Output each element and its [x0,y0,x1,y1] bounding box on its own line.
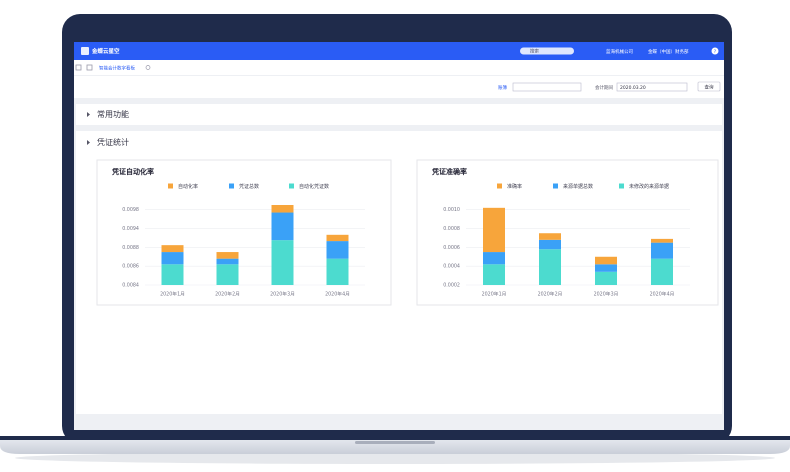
notch [355,441,435,444]
legend-label: 准确率 [507,183,522,190]
legend-label: 凭证总数 [239,183,259,190]
bar-segment [483,252,505,265]
top-bar [74,42,724,60]
tab-bar [74,60,724,75]
period-input[interactable] [616,82,688,92]
bar-segment [483,264,505,285]
period-label: 会计期间 [595,84,613,91]
x-tick-label: 2020年4月 [325,291,350,298]
legend-swatch [553,183,558,189]
bar-segment [271,240,294,285]
x-tick-label: 2020年4月 [650,291,675,298]
legend-label: 未修改的来源单据 [629,183,669,190]
bar-segment [595,256,617,265]
period-value: 2020.03.20 [620,85,646,91]
bar-segment [651,258,673,285]
query-label: 查询 [705,83,714,90]
legend-swatch [289,183,294,189]
grid-icon[interactable] [86,64,93,71]
help-icon[interactable] [711,47,719,55]
bar-segment [161,264,184,285]
search-box[interactable] [520,47,574,55]
bar-segment [539,239,561,250]
y-tick-label: 0.0004 [443,264,460,270]
bar-segment [161,245,184,253]
bar-segment [216,258,239,265]
base-edge [0,436,790,440]
y-tick-label: 0.0084 [122,283,139,289]
bar-segment [595,271,617,285]
tab-close[interactable] [145,65,151,70]
x-tick-label: 2020年1月 [482,291,507,298]
home-icon[interactable] [75,64,82,71]
legend-label: 自动化凭证数 [299,183,329,190]
bar-segment [326,234,349,242]
x-tick-label: 2020年3月 [270,291,295,298]
y-tick-label: 0.0094 [122,226,139,232]
y-tick-label: 0.0088 [122,245,139,251]
legend-swatch [497,183,502,189]
legend-swatch [168,183,173,189]
logo: 金蝶云星空 [91,47,120,55]
legend-label: 来源单据总数 [563,183,593,190]
bar-segment [161,252,184,265]
laptop-base [0,437,790,454]
legend-label: 自动化率 [178,183,198,190]
bar-segment [326,241,349,259]
bar-segment [483,207,505,253]
help: ? [714,49,717,55]
y-tick-label: 0.0008 [443,226,460,232]
bar-segment [539,233,561,240]
query-button[interactable] [697,81,721,92]
search-placeholder: 搜索 [530,48,539,55]
logo-icon [81,47,89,55]
ledger-label: 账簿 [498,84,507,91]
bar-segment [216,252,239,259]
company[interactable]: 蓝海机械公司 [606,48,633,55]
section-panel [76,104,722,125]
bar-segment [651,242,673,259]
legend-swatch [229,183,234,189]
bar-segment [216,264,239,285]
bar-segment [326,258,349,285]
caret [87,140,90,145]
legend-swatch [619,183,624,189]
tab[interactable]: 智能会计数字看板 [99,64,135,71]
x-tick-label: 2020年2月 [215,291,240,298]
caret [87,112,90,117]
x-tick-label: 2020年3月 [594,291,619,298]
bar-segment [271,205,294,213]
ledger-input[interactable] [512,82,582,92]
bar-segment [651,238,673,243]
y-tick-label: 0.0086 [122,264,139,270]
x-tick-label: 2020年2月 [538,291,563,298]
shadow [15,452,775,464]
filter-bar [74,76,724,98]
chart-title: 凭证准确率 [431,167,467,176]
bar-segment [595,264,617,272]
section-title[interactable]: 凭证统计 [97,137,129,147]
y-tick-label: 0.0010 [443,207,460,213]
bar-segment [539,249,561,285]
y-tick-label: 0.0006 [443,245,460,251]
y-tick-label: 0.0098 [122,207,139,213]
org[interactable]: 金蝶（中国）财务部 [648,48,689,55]
chart-title: 凭证自动化率 [111,167,154,176]
x-tick-label: 2020年1月 [160,291,185,298]
section-title[interactable]: 常用功能 [97,109,129,119]
bar-segment [271,212,294,241]
y-tick-label: 0.0002 [443,283,460,289]
